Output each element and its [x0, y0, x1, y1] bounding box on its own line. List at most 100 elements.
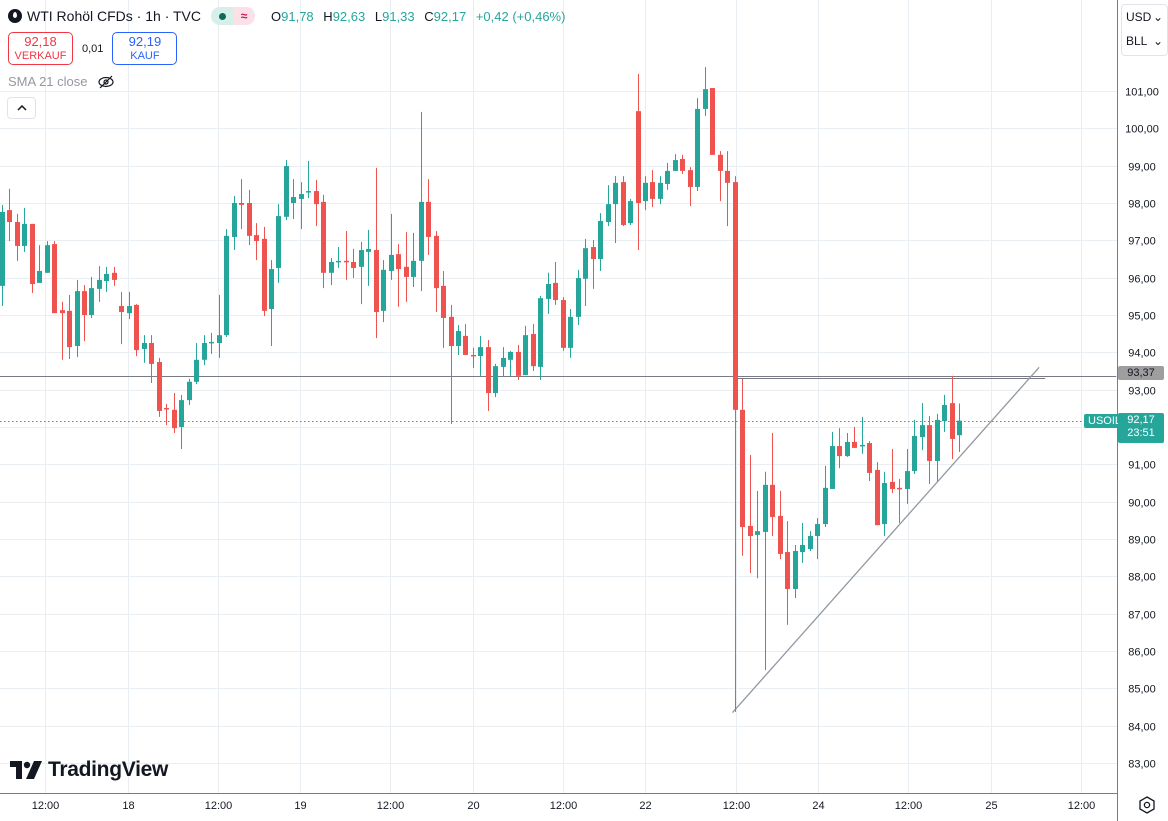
candle: [329, 257, 334, 286]
candle-body: [755, 531, 760, 535]
candle-body: [179, 400, 184, 427]
time-axis[interactable]: 12:00 18 12:00 19 12:00 20 12:00 22 12:00 24 12:00…: [32, 800, 1096, 812]
candle-body: [67, 310, 72, 348]
time-tick-label: 12:00: [1068, 800, 1096, 812]
candle: [763, 471, 768, 671]
candle-body: [658, 182, 663, 199]
candle-body: [389, 254, 394, 271]
candle-body: [800, 544, 805, 553]
candle: [733, 176, 738, 712]
candle-body: [404, 266, 409, 277]
candle-body: [867, 443, 872, 473]
currency-select[interactable]: USD ⌄: [1122, 5, 1167, 29]
candle-body: [0, 211, 5, 286]
close-label: C: [424, 8, 434, 24]
candle: [37, 245, 42, 283]
candle-body: [351, 261, 356, 268]
candle-body: [149, 342, 154, 364]
candle: [344, 230, 349, 280]
candle-body: [845, 441, 850, 457]
candle: [621, 176, 626, 227]
candle-body: [164, 407, 169, 410]
candle: [845, 432, 850, 457]
candle: [501, 347, 506, 377]
drawing-lines[interactable]: [0, 366, 1117, 714]
candle: [463, 323, 468, 355]
symbol-title[interactable]: WTI Rohöl CFDs · 1h · TVC: [27, 8, 201, 24]
buy-button[interactable]: 92,19 KAUF: [112, 32, 178, 65]
settings-gear-icon[interactable]: [1138, 796, 1156, 814]
price-tick-label: 88,00: [1128, 572, 1156, 584]
candle: [808, 531, 813, 551]
candle-body: [957, 420, 962, 436]
candle-body: [815, 524, 820, 537]
candle: [104, 266, 109, 292]
horizontal-line-price-label: 93,37: [1118, 366, 1164, 380]
candle-body: [725, 170, 730, 183]
candle: [119, 291, 124, 345]
ohlc-values: O91,78 H92,63 L91,33 C92,17 +0,42 (+0,46…: [265, 9, 565, 24]
candle-body: [419, 201, 424, 261]
candle-body: [7, 210, 12, 223]
candle-body: [142, 342, 147, 349]
candle: [67, 294, 72, 360]
candle: [591, 239, 596, 289]
current-price: 92,17: [1127, 414, 1155, 426]
time-tick-label: 20: [467, 800, 479, 812]
tradingview-logo[interactable]: TradingView: [10, 758, 168, 782]
collapse-legend-button[interactable]: [7, 97, 36, 119]
candle-body: [374, 250, 379, 313]
candle: [516, 344, 521, 380]
candle: [770, 432, 775, 537]
candle-body: [202, 342, 207, 360]
indicator-legend[interactable]: SMA 21 close: [8, 74, 114, 89]
chevron-down-icon: ⌄: [1152, 34, 1163, 48]
candle-body: [493, 366, 498, 394]
candle: [232, 195, 237, 251]
eye-hidden-icon[interactable]: [97, 75, 114, 89]
candle-body: [194, 359, 199, 382]
unit-select[interactable]: BLL ⌄: [1122, 29, 1167, 53]
open-value: 91,78: [281, 8, 314, 24]
candle: [957, 403, 962, 453]
trend-line[interactable]: [732, 366, 1040, 714]
candle: [508, 350, 513, 376]
market-status-pill[interactable]: ≈: [211, 7, 255, 25]
candle: [778, 490, 783, 560]
close-value: 92,17: [433, 8, 467, 24]
candle: [576, 269, 581, 326]
oil-drop-icon: [8, 9, 22, 23]
candle: [269, 260, 274, 346]
candle: [45, 241, 50, 273]
candle-body: [60, 310, 65, 314]
candle-body: [45, 245, 50, 273]
candle: [725, 151, 730, 227]
candle-body: [882, 482, 887, 525]
candle: [897, 478, 902, 523]
candle: [583, 238, 588, 307]
candle: [15, 213, 20, 261]
sell-button[interactable]: 92,18 VERKAUF: [8, 32, 73, 65]
price-axis[interactable]: 83,00 84,00 85,00 86,00 87,00 88,00 89,00 90,00…: [1125, 87, 1159, 771]
candle-body: [643, 182, 648, 202]
candle-body: [486, 347, 491, 394]
indicator-label[interactable]: SMA 21 close: [8, 74, 88, 89]
candle-body: [276, 216, 281, 268]
candle-body: [830, 446, 835, 489]
candle: [673, 154, 678, 171]
candle: [710, 88, 715, 155]
candle: [179, 394, 184, 450]
candle: [950, 375, 955, 460]
price-tick-label: 99,00: [1128, 162, 1156, 174]
candle-body: [591, 247, 596, 259]
candle-body: [127, 306, 132, 314]
candle-body: [82, 291, 87, 315]
candle: [740, 378, 745, 556]
candle-body: [119, 306, 124, 313]
candle: [800, 522, 805, 563]
candle-body: [501, 357, 506, 367]
currency-value: USD: [1126, 10, 1152, 24]
candle-body: [568, 316, 573, 348]
candle: [755, 490, 760, 579]
